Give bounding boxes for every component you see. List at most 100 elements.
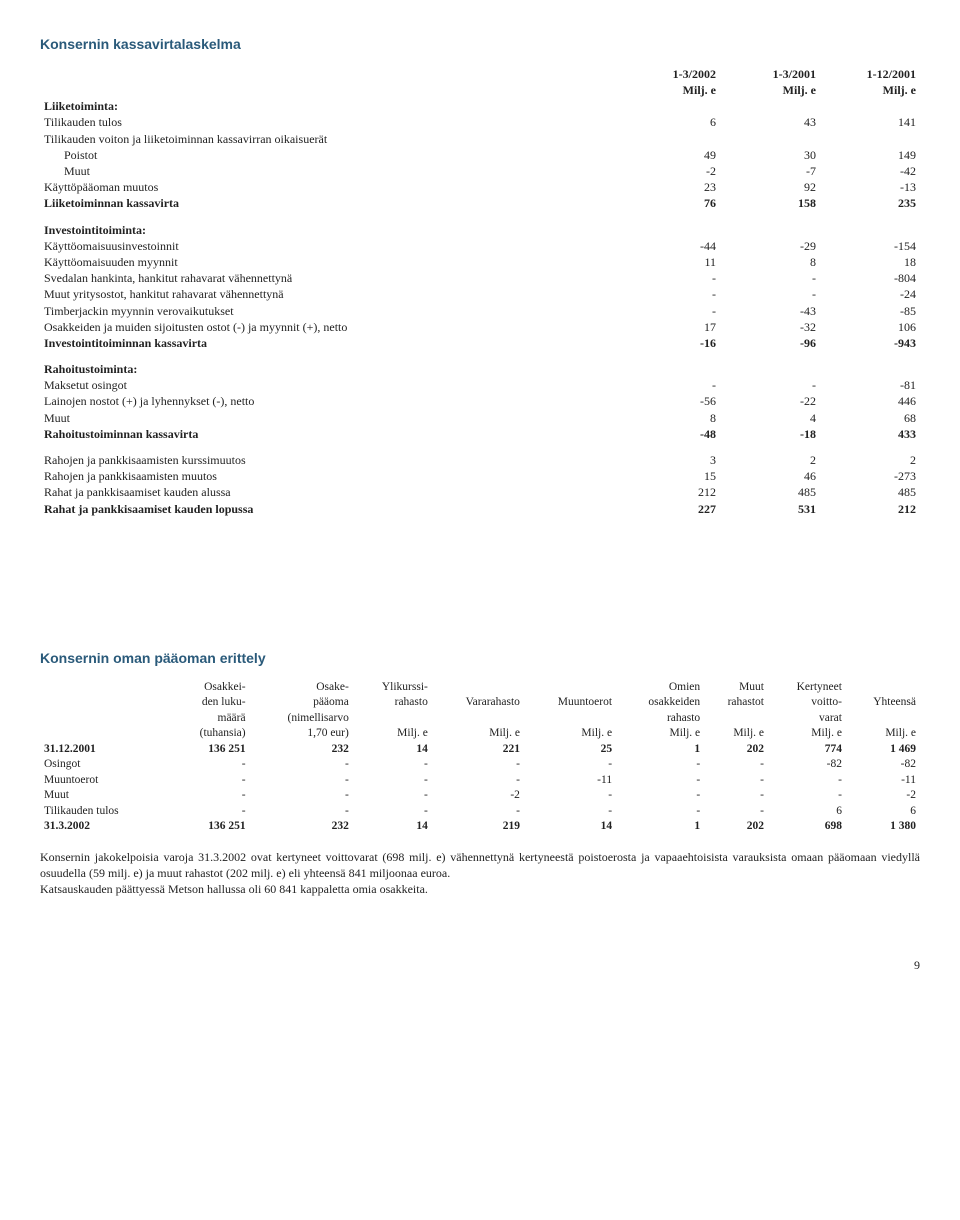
row-value: 235 bbox=[820, 195, 920, 211]
equity-cell: - bbox=[250, 773, 353, 789]
equity-cell: - bbox=[704, 773, 768, 789]
cashflow-title: Konsernin kassavirtalaskelma bbox=[40, 35, 920, 54]
note-p1: Konsernin jakokelpoisia varoja 31.3.2002… bbox=[40, 849, 920, 881]
equity-title: Konsernin oman pääoman erittely bbox=[40, 649, 920, 668]
equity-cell: - bbox=[171, 757, 250, 773]
row-value: - bbox=[720, 377, 820, 393]
equity-col-header: Vararahasto bbox=[432, 695, 524, 711]
row-value: 433 bbox=[820, 426, 920, 442]
equity-col-header: Yhteensä bbox=[846, 695, 920, 711]
row-label: Muut bbox=[40, 410, 620, 426]
row-value: -2 bbox=[620, 163, 720, 179]
equity-col-header: Milj. e bbox=[524, 726, 616, 742]
equity-cell: -82 bbox=[768, 757, 846, 773]
equity-cell: - bbox=[353, 757, 432, 773]
equity-cell: - bbox=[768, 788, 846, 804]
equity-cell: 232 bbox=[250, 819, 353, 835]
row-value: 15 bbox=[620, 468, 720, 484]
row-label: Muut yritysostot, hankitut rahavarat väh… bbox=[40, 286, 620, 302]
equity-col-header: Muuntoerot bbox=[524, 695, 616, 711]
row-value: -13 bbox=[820, 179, 920, 195]
row-label: Investointitoiminnan kassavirta bbox=[40, 335, 620, 351]
equity-col-header bbox=[432, 680, 524, 696]
row-value: 6 bbox=[620, 114, 720, 130]
row-value: -32 bbox=[720, 319, 820, 335]
period-1: 1-3/2002 bbox=[620, 66, 720, 82]
equity-col-header bbox=[524, 680, 616, 696]
equity-col-header bbox=[704, 711, 768, 727]
equity-cell: - bbox=[768, 773, 846, 789]
equity-cell: - bbox=[704, 757, 768, 773]
unit-3: Milj. e bbox=[820, 82, 920, 98]
row-value: -24 bbox=[820, 286, 920, 302]
equity-cell: 202 bbox=[704, 742, 768, 758]
equity-cell: 136 251 bbox=[171, 819, 250, 835]
equity-cell: - bbox=[524, 804, 616, 820]
note-p2: Katsauskauden päättyessä Metson hallussa… bbox=[40, 881, 920, 897]
equity-cell: 232 bbox=[250, 742, 353, 758]
row-value: -42 bbox=[820, 163, 920, 179]
row-value: 18 bbox=[820, 254, 920, 270]
equity-cell: - bbox=[171, 773, 250, 789]
equity-col-header: Osakkei- bbox=[171, 680, 250, 696]
row-value: 485 bbox=[720, 484, 820, 500]
equity-col-header: Muut bbox=[704, 680, 768, 696]
equity-cell: -2 bbox=[432, 788, 524, 804]
row-value: 4 bbox=[720, 410, 820, 426]
row-value: -22 bbox=[720, 393, 820, 409]
row-value: 2 bbox=[820, 452, 920, 468]
row-value: 68 bbox=[820, 410, 920, 426]
row-label: Käyttöomaisuusinvestoinnit bbox=[40, 238, 620, 254]
row-value: -96 bbox=[720, 335, 820, 351]
equity-cell: - bbox=[250, 757, 353, 773]
row-label: Liiketoiminnan kassavirta bbox=[40, 195, 620, 211]
row-value: 92 bbox=[720, 179, 820, 195]
row-value: 76 bbox=[620, 195, 720, 211]
equity-cell: - bbox=[353, 773, 432, 789]
row-value: -85 bbox=[820, 303, 920, 319]
cashflow-table: 1-3/2002 1-3/2001 1-12/2001 Milj. e Milj… bbox=[40, 66, 920, 517]
equity-cell: - bbox=[616, 804, 704, 820]
equity-col-header bbox=[846, 680, 920, 696]
equity-col-header: Kertyneet bbox=[768, 680, 846, 696]
equity-cell: 221 bbox=[432, 742, 524, 758]
equity-col-header: Milj. e bbox=[616, 726, 704, 742]
equity-cell: 14 bbox=[524, 819, 616, 835]
row-value: 141 bbox=[820, 114, 920, 130]
row-value bbox=[620, 131, 720, 147]
equity-cell: - bbox=[171, 804, 250, 820]
row-label: Tilikauden tulos bbox=[40, 114, 620, 130]
row-value: -16 bbox=[620, 335, 720, 351]
equity-table: Osakkei-Osake-Ylikurssi-OmienMuutKertyne… bbox=[40, 680, 920, 835]
row-value: -18 bbox=[720, 426, 820, 442]
equity-col-header: Omien bbox=[616, 680, 704, 696]
row-label: Rahat ja pankkisaamiset kauden alussa bbox=[40, 484, 620, 500]
equity-col-header: pääoma bbox=[250, 695, 353, 711]
row-value: 46 bbox=[720, 468, 820, 484]
equity-cell: 1 bbox=[616, 742, 704, 758]
equity-col-header: den luku- bbox=[171, 695, 250, 711]
equity-cell: 1 bbox=[616, 819, 704, 835]
row-value: 11 bbox=[620, 254, 720, 270]
equity-cell: -11 bbox=[846, 773, 920, 789]
row-label: Maksetut osingot bbox=[40, 377, 620, 393]
period-2: 1-3/2001 bbox=[720, 66, 820, 82]
equity-row-label: Tilikauden tulos bbox=[40, 804, 171, 820]
row-value: 212 bbox=[620, 484, 720, 500]
row-label: Timberjackin myynnin verovaikutukset bbox=[40, 303, 620, 319]
equity-row-label: 31.12.2001 bbox=[40, 742, 171, 758]
equity-row-label: Osingot bbox=[40, 757, 171, 773]
equity-cell: -82 bbox=[846, 757, 920, 773]
equity-col-header: rahastot bbox=[704, 695, 768, 711]
row-value: 30 bbox=[720, 147, 820, 163]
row-value: 106 bbox=[820, 319, 920, 335]
row-value: -29 bbox=[720, 238, 820, 254]
equity-col-header bbox=[846, 711, 920, 727]
equity-col-header: 1,70 eur) bbox=[250, 726, 353, 742]
row-label: Käyttöomaisuuden myynnit bbox=[40, 254, 620, 270]
equity-col-header: Milj. e bbox=[704, 726, 768, 742]
row-value: 8 bbox=[620, 410, 720, 426]
equity-cell: 202 bbox=[704, 819, 768, 835]
row-label: Rahojen ja pankkisaamisten kurssimuutos bbox=[40, 452, 620, 468]
equity-cell: - bbox=[616, 773, 704, 789]
